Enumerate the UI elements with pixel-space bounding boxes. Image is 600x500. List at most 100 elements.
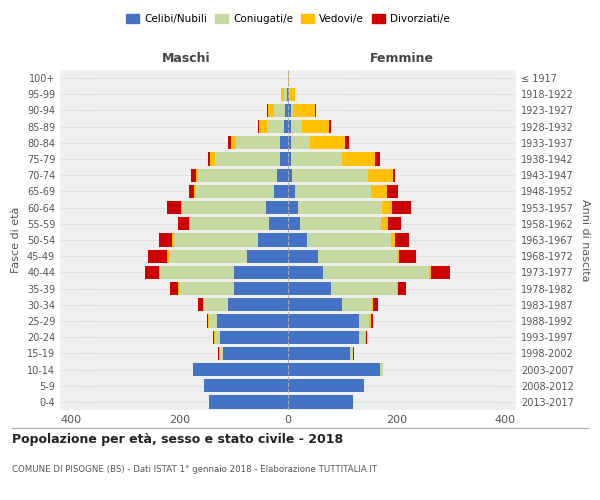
Bar: [288, 88, 289, 101]
Bar: [159, 234, 172, 246]
Bar: [269, 217, 288, 230]
Bar: [234, 282, 288, 295]
Bar: [288, 152, 291, 166]
Bar: [199, 168, 277, 182]
Bar: [170, 282, 178, 295]
Bar: [207, 314, 208, 328]
Bar: [277, 168, 288, 182]
Bar: [281, 88, 284, 101]
Bar: [307, 234, 391, 246]
Bar: [284, 120, 288, 134]
Bar: [220, 346, 223, 360]
Bar: [288, 120, 291, 134]
Bar: [188, 217, 190, 230]
Bar: [310, 136, 345, 149]
Bar: [395, 234, 409, 246]
Bar: [375, 152, 380, 166]
Bar: [288, 282, 331, 295]
Bar: [290, 88, 295, 101]
Bar: [209, 396, 288, 408]
Bar: [179, 282, 234, 295]
Bar: [190, 217, 269, 230]
Bar: [174, 234, 258, 246]
Bar: [148, 250, 167, 263]
Bar: [382, 201, 392, 214]
Bar: [208, 314, 209, 328]
Bar: [370, 314, 371, 328]
Bar: [288, 250, 318, 263]
Bar: [353, 346, 354, 360]
Bar: [234, 266, 288, 279]
Bar: [345, 136, 349, 149]
Bar: [211, 152, 215, 166]
Bar: [399, 250, 416, 263]
Bar: [268, 120, 284, 134]
Bar: [429, 266, 431, 279]
Bar: [288, 298, 342, 312]
Bar: [380, 363, 383, 376]
Bar: [288, 104, 291, 117]
Bar: [391, 234, 395, 246]
Bar: [298, 201, 382, 214]
Bar: [274, 104, 285, 117]
Bar: [387, 185, 398, 198]
Bar: [342, 298, 372, 312]
Bar: [209, 314, 217, 328]
Bar: [329, 120, 331, 134]
Bar: [212, 330, 214, 344]
Bar: [323, 266, 429, 279]
Bar: [259, 120, 268, 134]
Bar: [160, 266, 234, 279]
Bar: [371, 185, 387, 198]
Bar: [291, 120, 302, 134]
Bar: [288, 168, 292, 182]
Bar: [302, 120, 329, 134]
Bar: [268, 104, 274, 117]
Bar: [199, 298, 203, 312]
Text: COMUNE DI PISOGNE (BS) - Dati ISTAT 1° gennaio 2018 - Elaborazione TUTTITALIA.IT: COMUNE DI PISOGNE (BS) - Dati ISTAT 1° g…: [12, 466, 377, 474]
Bar: [288, 330, 359, 344]
Text: Femmine: Femmine: [370, 52, 434, 66]
Bar: [397, 282, 398, 295]
Bar: [285, 104, 288, 117]
Bar: [288, 266, 323, 279]
Bar: [191, 168, 196, 182]
Bar: [247, 250, 288, 263]
Bar: [172, 234, 174, 246]
Bar: [204, 379, 288, 392]
Bar: [167, 201, 181, 214]
Bar: [293, 104, 315, 117]
Bar: [300, 217, 382, 230]
Bar: [228, 298, 288, 312]
Bar: [288, 72, 289, 85]
Bar: [368, 168, 393, 182]
Text: Popolazione per età, sesso e stato civile - 2018: Popolazione per età, sesso e stato civil…: [12, 432, 343, 446]
Bar: [267, 104, 268, 117]
Bar: [392, 201, 410, 214]
Bar: [228, 136, 231, 149]
Bar: [231, 136, 236, 149]
Bar: [288, 185, 295, 198]
Bar: [258, 234, 288, 246]
Bar: [295, 185, 371, 198]
Bar: [215, 330, 220, 344]
Bar: [371, 314, 373, 328]
Bar: [397, 250, 399, 263]
Bar: [393, 168, 395, 182]
Bar: [342, 152, 375, 166]
Bar: [178, 282, 179, 295]
Bar: [218, 346, 219, 360]
Bar: [288, 234, 307, 246]
Bar: [266, 201, 288, 214]
Bar: [288, 379, 364, 392]
Bar: [214, 330, 215, 344]
Bar: [215, 152, 280, 166]
Bar: [288, 346, 350, 360]
Bar: [223, 346, 288, 360]
Bar: [388, 217, 401, 230]
Bar: [159, 266, 160, 279]
Bar: [291, 136, 310, 149]
Bar: [274, 185, 288, 198]
Bar: [220, 330, 288, 344]
Bar: [359, 314, 370, 328]
